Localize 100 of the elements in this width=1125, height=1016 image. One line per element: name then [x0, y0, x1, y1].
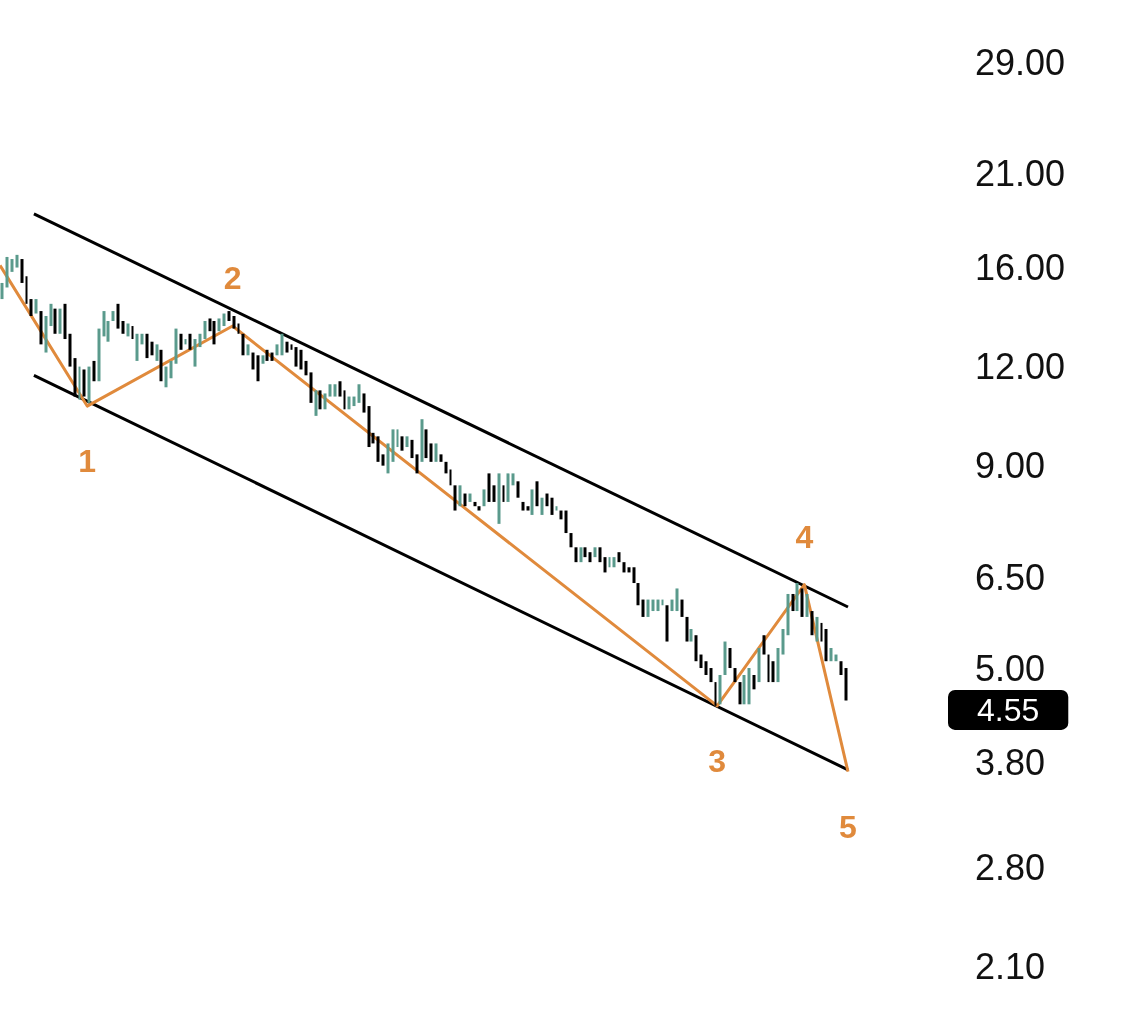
candlestick [135, 333, 139, 361]
candlestick [699, 654, 703, 669]
candlestick [92, 360, 96, 382]
candlestick [482, 489, 486, 507]
candlestick [656, 599, 660, 612]
candlestick [839, 661, 843, 675]
candlestick [58, 308, 62, 334]
candlestick [280, 333, 284, 356]
y-tick-label: 5.00 [975, 647, 1046, 689]
candlestick [63, 303, 67, 340]
candlestick [781, 629, 785, 655]
candlestick [169, 360, 173, 379]
candlestick [463, 493, 467, 507]
candlestick [309, 372, 313, 403]
candlestick [627, 567, 631, 573]
candlestick [776, 647, 780, 683]
candlestick [145, 333, 149, 359]
candlestick [256, 355, 260, 382]
candlestick [844, 668, 848, 701]
candlestick [564, 510, 568, 534]
candlestick [97, 328, 101, 382]
candlestick [126, 323, 130, 337]
candlestick [511, 473, 515, 486]
candlestick [434, 443, 438, 462]
candlestick [714, 682, 717, 706]
y-tick-label: 3.80 [975, 742, 1046, 784]
candlestick [29, 299, 33, 316]
candlestick [506, 473, 510, 502]
candlestick [540, 497, 544, 515]
candlestick [246, 344, 250, 356]
candlestick [680, 599, 684, 617]
y-tick-label: 16.00 [975, 247, 1066, 289]
candlestick [203, 320, 207, 340]
candlestick [665, 605, 669, 642]
y-tick-label: 2.10 [975, 946, 1046, 988]
candlestick [829, 647, 833, 662]
candlestick [227, 311, 231, 321]
candlestick [131, 326, 134, 340]
candlestick [87, 366, 91, 403]
candlestick [111, 311, 115, 321]
candlestick [217, 318, 221, 332]
candlestick [155, 344, 159, 361]
candlestick [603, 557, 607, 573]
candlestick [728, 647, 732, 669]
candlestick [188, 333, 192, 350]
candlestick [733, 668, 737, 683]
candlestick [222, 313, 226, 327]
candlestick [78, 366, 81, 400]
candlestick [791, 593, 795, 612]
candlestick [805, 593, 809, 617]
y-tick-label: 9.00 [975, 445, 1046, 487]
candlestick [184, 339, 187, 345]
candlestick [44, 315, 48, 353]
candlestick [473, 501, 477, 507]
candlestick [304, 360, 308, 376]
candlestick [646, 599, 650, 617]
candlestick [535, 481, 539, 507]
candlestick [391, 429, 395, 462]
candlestick [318, 390, 322, 410]
candlestick [275, 344, 279, 356]
candlestick [453, 485, 457, 511]
candlestick [323, 393, 327, 410]
candlestick [367, 406, 371, 448]
candlestick [709, 668, 713, 683]
candlestick [386, 443, 390, 474]
candlestick [795, 583, 799, 612]
candlestick [550, 497, 554, 515]
candlestick [439, 454, 443, 462]
candlestick [20, 259, 24, 283]
candlestick [333, 384, 337, 397]
candlestick [261, 355, 265, 364]
candlestick [574, 547, 578, 563]
candlestick [593, 547, 597, 558]
candlestick [68, 333, 72, 367]
annotation: 4 [795, 518, 814, 555]
candlestick [530, 489, 534, 515]
line-series [0, 263, 850, 774]
candlestick [670, 599, 674, 612]
candlestick [299, 349, 303, 370]
candlestick [39, 311, 43, 345]
candlestick [723, 641, 727, 675]
candlestick [752, 674, 756, 690]
candlestick [270, 352, 274, 361]
y-tick-label: 12.00 [975, 346, 1066, 388]
candlestick [579, 547, 583, 563]
candlestick [15, 254, 19, 268]
candlestick [140, 333, 144, 345]
candlestick [396, 429, 399, 448]
candlestick [771, 661, 775, 683]
candlestick [444, 461, 448, 474]
candlestick [516, 481, 520, 498]
candlestick [502, 485, 505, 502]
candlestick [834, 654, 838, 662]
candlestick [477, 506, 481, 511]
candlestick [762, 635, 766, 655]
candlestick [497, 473, 501, 524]
candlestick [314, 390, 318, 416]
candlestick [449, 469, 452, 486]
annotation: 5 [839, 808, 857, 845]
candlestick [424, 429, 428, 459]
